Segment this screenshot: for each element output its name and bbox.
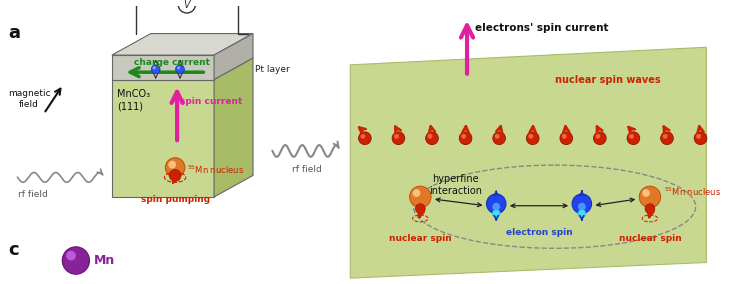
- Circle shape: [459, 132, 472, 145]
- Circle shape: [62, 247, 90, 274]
- Polygon shape: [112, 55, 214, 80]
- Circle shape: [486, 194, 506, 214]
- Text: electron spin: electron spin: [506, 228, 572, 237]
- Circle shape: [394, 134, 399, 139]
- Circle shape: [572, 194, 591, 214]
- Circle shape: [593, 132, 606, 145]
- Circle shape: [529, 134, 533, 139]
- Text: nuclear spin: nuclear spin: [618, 234, 681, 243]
- Polygon shape: [214, 58, 253, 197]
- Circle shape: [578, 210, 585, 218]
- Polygon shape: [214, 34, 253, 197]
- Circle shape: [639, 186, 661, 208]
- Circle shape: [358, 132, 371, 145]
- Text: spin pumping: spin pumping: [141, 195, 210, 204]
- Circle shape: [169, 170, 181, 181]
- Text: (111): (111): [117, 101, 143, 111]
- Circle shape: [361, 134, 365, 139]
- Circle shape: [661, 132, 673, 145]
- Text: charge current: charge current: [134, 58, 210, 67]
- Polygon shape: [112, 34, 253, 55]
- Circle shape: [596, 134, 600, 139]
- Circle shape: [428, 134, 432, 139]
- Text: hyperfine
interaction: hyperfine interaction: [429, 174, 482, 196]
- Circle shape: [493, 132, 505, 145]
- Circle shape: [410, 186, 431, 208]
- Text: $^{55}$Mn nucleus: $^{55}$Mn nucleus: [664, 186, 721, 198]
- Text: spin current: spin current: [180, 97, 242, 106]
- Circle shape: [426, 132, 438, 145]
- Text: electrons' spin current: electrons' spin current: [474, 23, 608, 33]
- Circle shape: [153, 66, 155, 69]
- Text: nuclear spin waves: nuclear spin waves: [556, 74, 661, 85]
- Circle shape: [495, 134, 499, 139]
- Circle shape: [492, 210, 500, 218]
- Polygon shape: [112, 80, 214, 197]
- Text: c: c: [8, 241, 18, 259]
- Text: MnCO₃: MnCO₃: [117, 89, 150, 99]
- Circle shape: [627, 132, 639, 145]
- Circle shape: [642, 189, 650, 197]
- Text: rf field: rf field: [291, 165, 321, 174]
- Text: V: V: [183, 0, 190, 10]
- Circle shape: [176, 65, 185, 74]
- Circle shape: [415, 204, 425, 214]
- Circle shape: [492, 203, 500, 211]
- Circle shape: [177, 66, 180, 69]
- Circle shape: [412, 189, 420, 197]
- Polygon shape: [350, 47, 707, 278]
- Circle shape: [645, 204, 655, 214]
- Circle shape: [178, 0, 196, 13]
- Circle shape: [562, 134, 566, 139]
- Circle shape: [66, 251, 76, 260]
- Circle shape: [696, 134, 701, 139]
- Text: nuclear spin: nuclear spin: [389, 234, 452, 243]
- Circle shape: [151, 65, 160, 74]
- Polygon shape: [214, 34, 253, 80]
- Text: magnetic
field: magnetic field: [8, 89, 50, 109]
- Text: Pt layer: Pt layer: [255, 65, 290, 74]
- Circle shape: [169, 161, 176, 169]
- Text: a: a: [8, 24, 20, 42]
- Circle shape: [629, 134, 634, 139]
- Text: Mn: Mn: [93, 254, 115, 267]
- Circle shape: [560, 132, 572, 145]
- Circle shape: [663, 134, 667, 139]
- Circle shape: [578, 203, 585, 211]
- Circle shape: [694, 132, 707, 145]
- Text: rf field: rf field: [18, 190, 47, 199]
- Circle shape: [461, 134, 466, 139]
- Text: $^{55}$Mn nucleus: $^{55}$Mn nucleus: [187, 163, 244, 176]
- Circle shape: [166, 158, 185, 178]
- Circle shape: [392, 132, 404, 145]
- Circle shape: [526, 132, 539, 145]
